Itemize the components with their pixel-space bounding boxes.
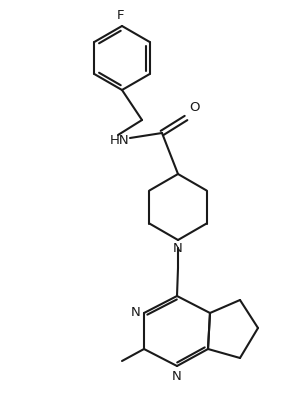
- Text: N: N: [173, 242, 183, 255]
- Text: N: N: [130, 306, 140, 320]
- Text: N: N: [172, 370, 182, 383]
- Text: F: F: [116, 9, 124, 22]
- Text: HN: HN: [110, 133, 130, 146]
- Text: O: O: [189, 101, 199, 114]
